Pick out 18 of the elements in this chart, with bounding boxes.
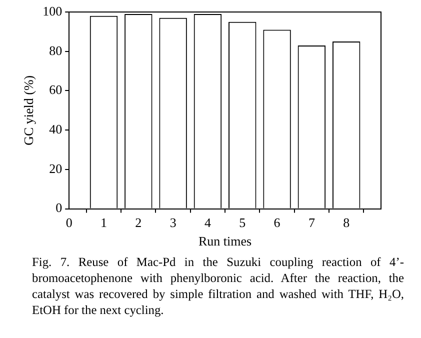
x-tick-label: 2 bbox=[135, 215, 142, 230]
x-tick-label: 8 bbox=[343, 215, 350, 230]
y-tick-label: 40 bbox=[49, 122, 62, 136]
caption: Fig. 7. Reuse of Mac-Pd in the Suzuki coupling reaction of 4’-bromoacetophenone with phenylboronic acid. After the reaction, the catalyst was recovered by simple filtration and washed with THF, H₂O, EtOH for the next cycling. bbox=[32, 254, 404, 318]
x-tick-label: 0 bbox=[66, 215, 72, 230]
x-tick-label: 4 bbox=[204, 215, 212, 230]
y-tick-label: 0 bbox=[56, 200, 62, 216]
y-tick-label: 60 bbox=[49, 82, 62, 98]
y-axis-title: GC yield (%) bbox=[21, 75, 36, 146]
x-axis-title: Run times bbox=[198, 234, 252, 249]
x-tick-label: 7 bbox=[308, 215, 316, 230]
x-tick-label: 6 bbox=[274, 215, 281, 230]
y-tick-label: 100 bbox=[42, 3, 62, 18]
y-tick-label: 20 bbox=[49, 160, 62, 176]
x-tick-label: 5 bbox=[239, 215, 246, 230]
x-tick-label: 3 bbox=[170, 215, 176, 230]
x-tick-label: 1 bbox=[100, 215, 108, 230]
y-tick-label: 80 bbox=[49, 42, 62, 58]
